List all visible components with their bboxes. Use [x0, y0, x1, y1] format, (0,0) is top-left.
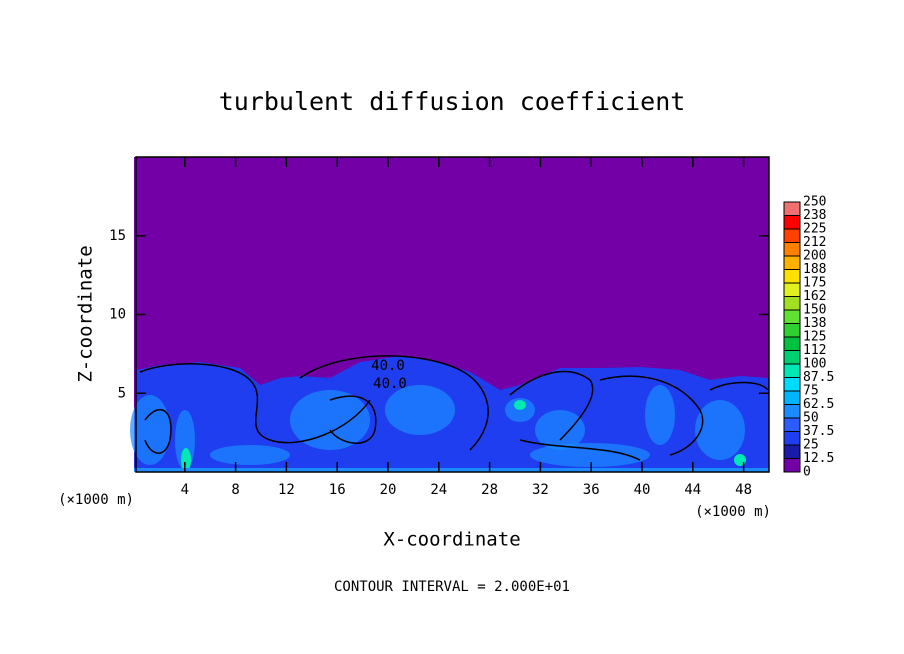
colorbar-band — [783, 215, 801, 230]
field-blob — [181, 448, 191, 472]
y-tick-label: 15 — [109, 228, 126, 244]
colorbar-label: 238 — [803, 208, 826, 223]
colorbar-label: 162 — [803, 289, 826, 304]
contour-line — [709, 381, 769, 391]
chart-title: turbulent diffusion coefficient — [219, 87, 686, 116]
colorbar-band — [783, 336, 801, 351]
colorbar-label: 200 — [803, 249, 826, 264]
x-tick-label: 40 — [634, 482, 651, 498]
contour-line — [139, 363, 371, 444]
colorbar-label: 138 — [803, 316, 826, 331]
field-blob — [535, 410, 585, 450]
colorbar-label: 87.5 — [803, 370, 834, 385]
field-blob — [130, 395, 170, 465]
colorbar-label: 212 — [803, 235, 826, 250]
colorbar-band — [783, 444, 801, 459]
x-tick-label: 4 — [181, 482, 189, 498]
field-blob — [645, 385, 675, 445]
y-tick-label: 5 — [118, 385, 126, 401]
colorbar-band — [783, 390, 801, 405]
colorbar-band — [783, 363, 801, 378]
colorbar-label: 62.5 — [803, 397, 834, 412]
x-tick-label: 48 — [735, 482, 752, 498]
x-unit: (×1000 m) — [695, 504, 771, 520]
field-blob — [514, 400, 526, 410]
contour-line — [599, 375, 704, 456]
colorbar-label: 37.5 — [803, 424, 834, 439]
x-tick-label: 24 — [430, 482, 447, 498]
colorbar-band — [783, 323, 801, 338]
colorbar-band — [783, 242, 801, 257]
colorbar-label: 250 — [803, 195, 826, 210]
contour-line — [329, 395, 377, 444]
colorbar-band — [783, 431, 801, 446]
colorbar-label: 100 — [803, 357, 826, 372]
colorbar-label: 25 — [803, 438, 819, 453]
field-blob — [210, 445, 290, 465]
x-unit: (×1000 m) — [58, 492, 134, 508]
field-blob — [695, 400, 745, 460]
x-tick-label: 8 — [231, 482, 239, 498]
colorbar-band — [783, 377, 801, 392]
colorbar-label: 150 — [803, 303, 826, 318]
colorbar-label: 125 — [803, 330, 826, 345]
contour-line — [519, 439, 641, 461]
field-blob — [385, 385, 455, 435]
colorbar-band — [783, 458, 801, 473]
colorbar-label: 12.5 — [803, 451, 834, 466]
footer: CONTOUR INTERVAL = 2.000E+01 — [334, 579, 570, 595]
colorbar-label: 112 — [803, 343, 826, 358]
colorbar-label: 175 — [803, 276, 826, 291]
contour-line — [299, 355, 489, 451]
contour-label: 40.0 — [373, 376, 407, 392]
contour-line — [144, 408, 172, 454]
colorbar-band — [783, 309, 801, 324]
colorbar-label: 75 — [803, 384, 819, 399]
x-tick-label: 36 — [583, 482, 600, 498]
contour-label: 40.0 — [371, 358, 405, 374]
colorbar-band — [783, 282, 801, 297]
field-blob — [530, 443, 650, 467]
colorbar-label: 225 — [803, 222, 826, 237]
colorbar-label: 188 — [803, 262, 826, 277]
x-tick-label: 12 — [278, 482, 295, 498]
field-base — [134, 468, 769, 472]
colorbar-band — [783, 255, 801, 270]
colorbar-band — [783, 350, 801, 365]
x-tick-label: 20 — [380, 482, 397, 498]
colorbar-band — [783, 404, 801, 419]
colorbar-band — [783, 228, 801, 243]
x-tick-label: 44 — [684, 482, 701, 498]
field-blob — [290, 390, 370, 450]
colorbar-band — [783, 417, 801, 432]
colorbar-band — [783, 296, 801, 311]
x-tick-label: 28 — [481, 482, 498, 498]
y-axis-label: Z-coordinate — [75, 245, 97, 382]
colorbar-label: 0 — [803, 465, 811, 480]
colorbar-band — [783, 201, 801, 216]
x-tick-label: 32 — [532, 482, 549, 498]
x-tick-label: 16 — [329, 482, 346, 498]
y-tick-label: 10 — [109, 307, 126, 323]
x-axis-label: X-coordinate — [383, 529, 520, 551]
colorbar-label: 50 — [803, 411, 819, 426]
colorbar-band — [783, 269, 801, 284]
contour-line — [509, 370, 594, 441]
